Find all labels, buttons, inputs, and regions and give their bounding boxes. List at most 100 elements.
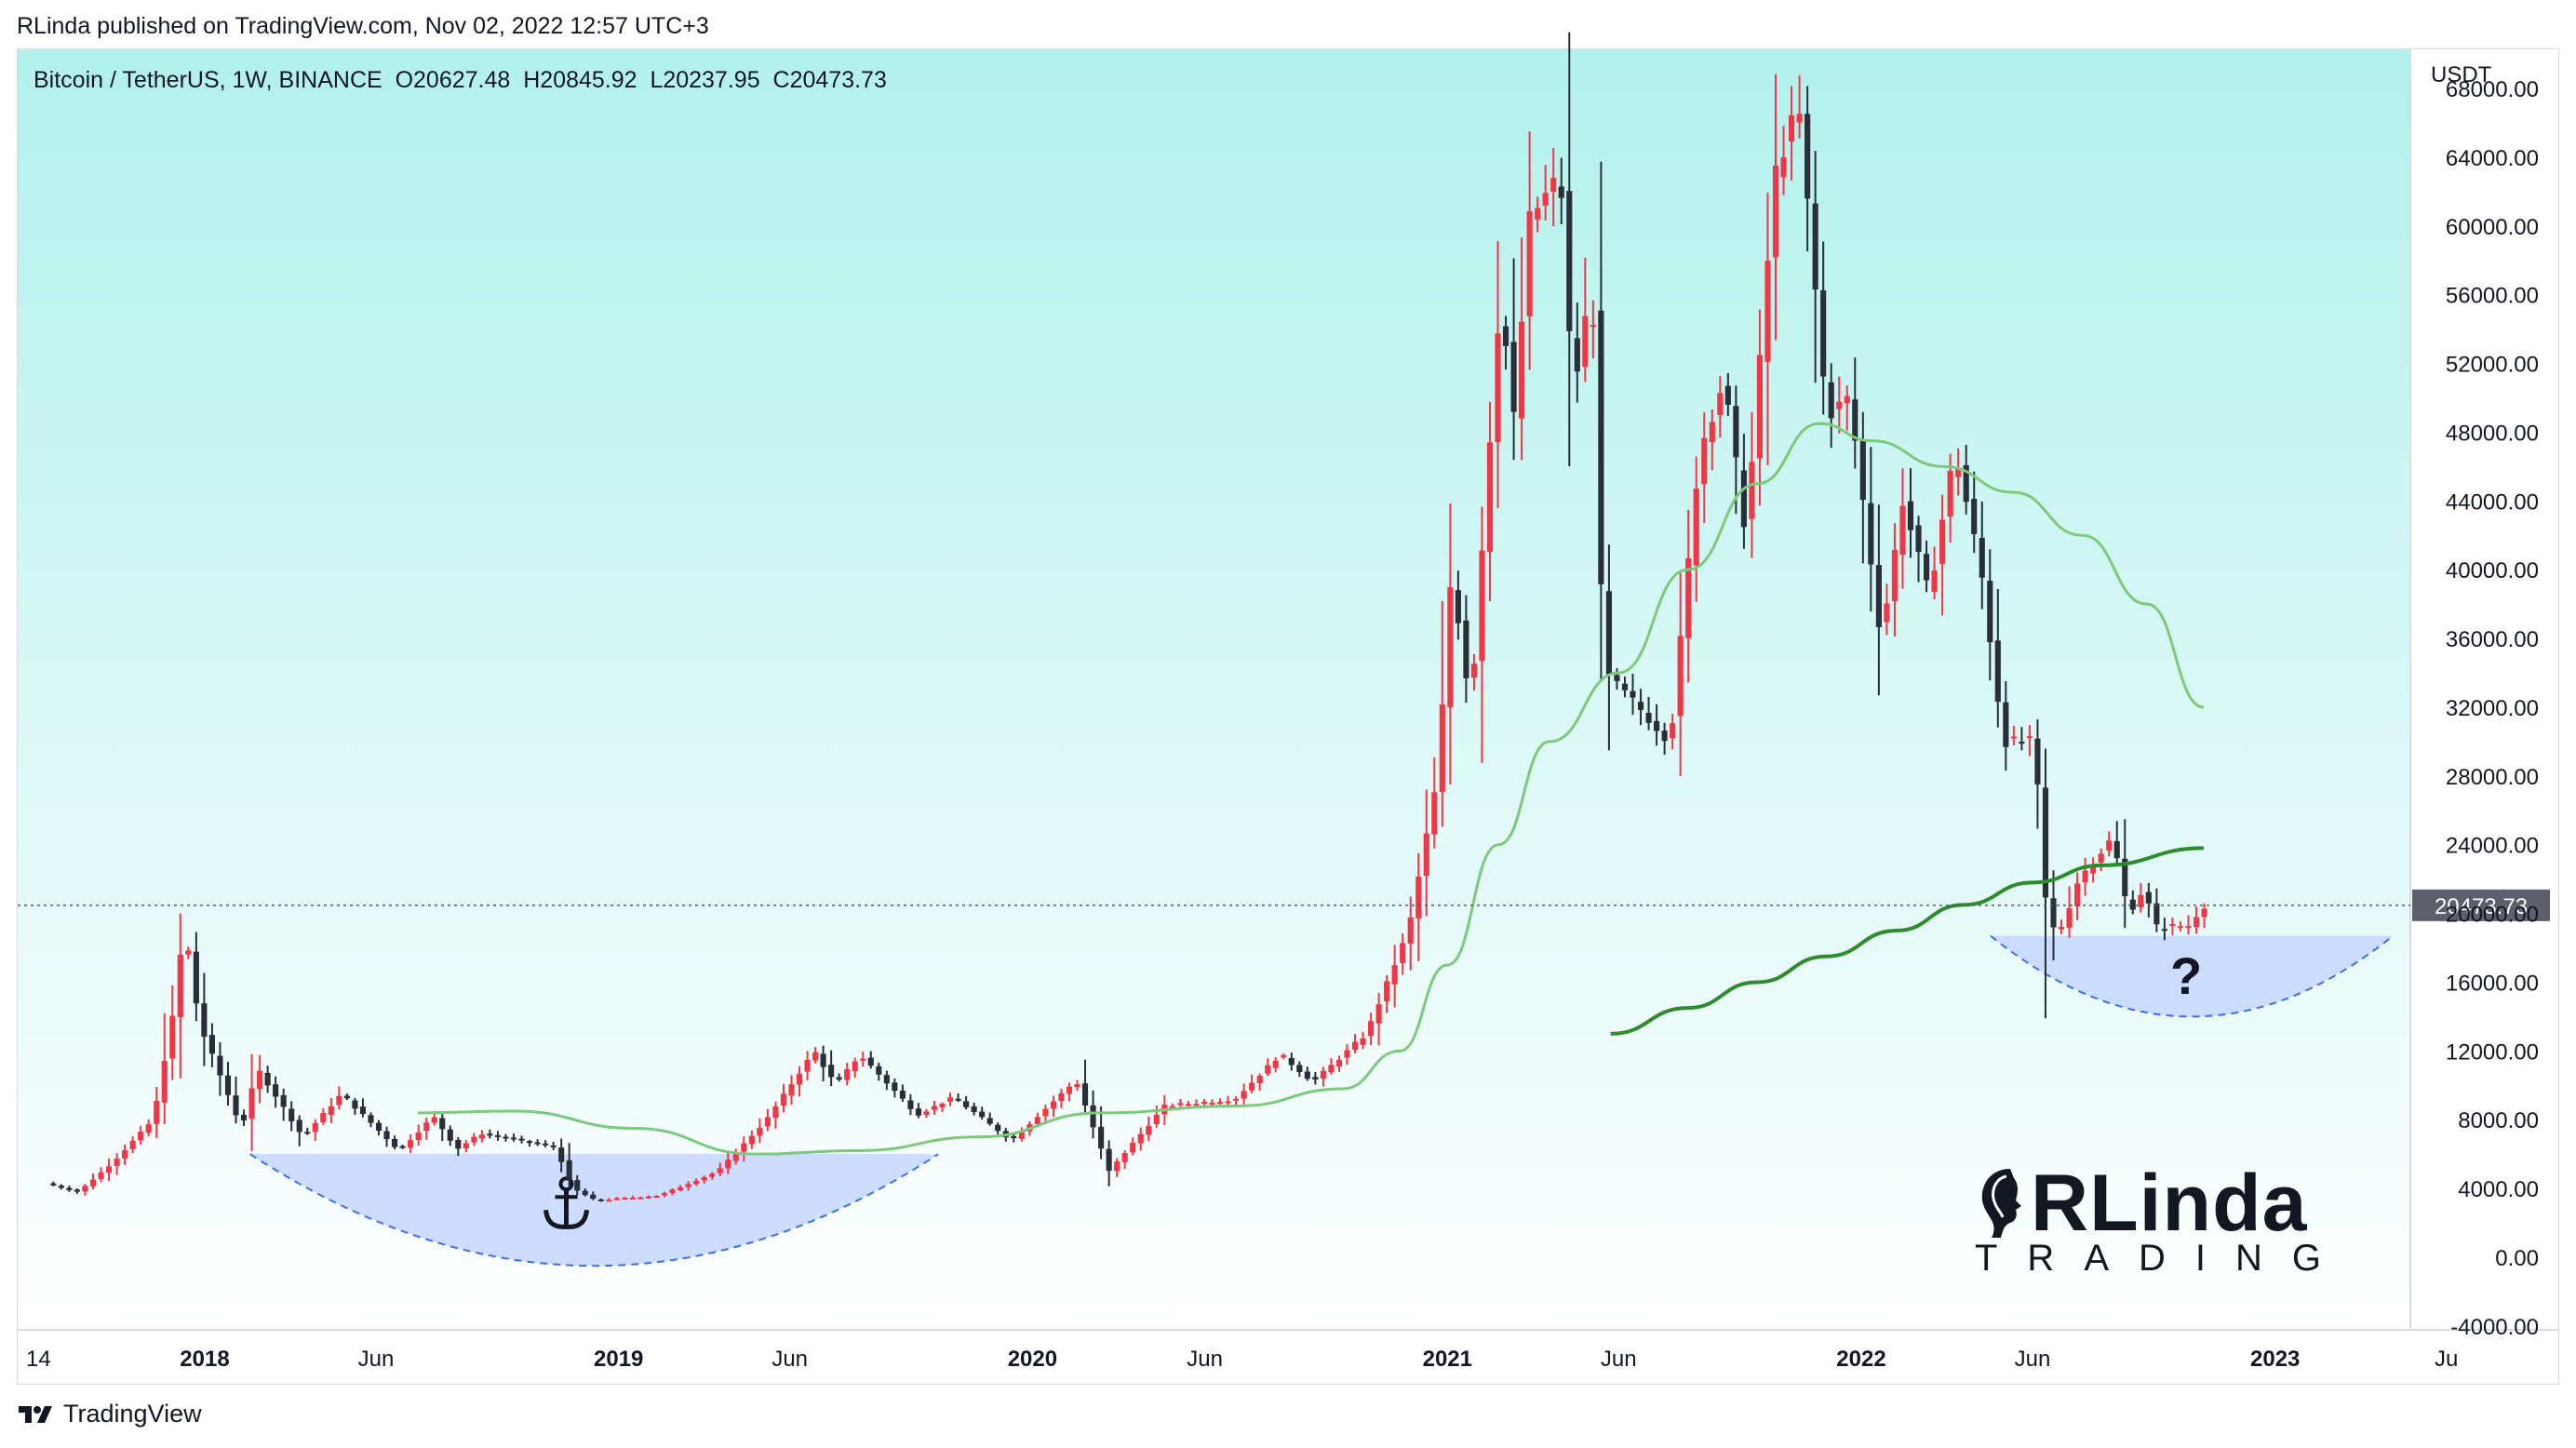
candle-layer — [50, 32, 2207, 1202]
candle — [876, 1062, 882, 1081]
candle — [2082, 857, 2088, 896]
candle — [788, 1075, 795, 1106]
price-tick-label: 32000.00 — [2446, 696, 2539, 721]
footer[interactable]: TradingView — [17, 1400, 202, 1428]
candle — [2177, 920, 2184, 932]
candle — [89, 1173, 97, 1190]
candle — [1391, 945, 1398, 1008]
candle — [907, 1093, 914, 1116]
candle — [1463, 595, 1469, 704]
price-tick-label: 36000.00 — [2446, 627, 2539, 652]
candle — [1566, 32, 1573, 466]
candle — [653, 1195, 660, 1199]
candle — [2010, 725, 2017, 745]
candle — [74, 1188, 81, 1194]
candle — [463, 1139, 469, 1153]
candle — [1859, 411, 1866, 564]
time-axis[interactable]: 14 2018 Jun 2019 Jun 2020 Jun 2021 Jun 2022 Jun 202… — [26, 1347, 2458, 1372]
candle — [709, 1172, 716, 1180]
candle — [2138, 882, 2144, 913]
legend-open: O20627.48 — [395, 67, 511, 93]
candle — [1789, 86, 1795, 181]
candle — [2161, 918, 2167, 941]
candle — [939, 1102, 946, 1112]
candle — [1805, 86, 1811, 252]
candle — [375, 1120, 382, 1136]
candle — [1439, 600, 1445, 827]
face-profile-icon — [1981, 1169, 2021, 1238]
candle — [1590, 300, 1596, 359]
candle — [510, 1133, 517, 1142]
candle — [273, 1076, 279, 1108]
rounded-base-outline-1 — [249, 1153, 939, 1267]
candle — [455, 1136, 462, 1157]
price-tick-label: 68000.00 — [2446, 77, 2539, 102]
candle — [320, 1107, 327, 1126]
legend-high: H20845.92 — [523, 67, 637, 93]
candle — [185, 946, 192, 959]
candle — [1384, 975, 1390, 1013]
price-tick-label: 24000.00 — [2446, 834, 2539, 859]
candle — [931, 1100, 938, 1115]
candle — [1875, 504, 1882, 696]
candle — [82, 1184, 88, 1196]
candle — [1621, 676, 1629, 698]
candle — [1090, 1090, 1096, 1139]
candle — [1130, 1137, 1136, 1156]
candle — [1121, 1150, 1128, 1170]
time-tick-label: Jun — [1187, 1347, 1223, 1372]
candle — [296, 1115, 302, 1146]
last-price-label: 20473.73 — [2435, 894, 2528, 919]
candle — [892, 1078, 898, 1098]
candle — [1971, 471, 1978, 554]
candle — [836, 1073, 842, 1082]
candle — [439, 1114, 446, 1142]
candle — [629, 1195, 636, 1200]
tradingview-brand[interactable]: TradingView — [63, 1400, 202, 1428]
candle — [288, 1101, 295, 1132]
candle — [637, 1196, 644, 1200]
candle — [574, 1174, 581, 1196]
rounded-base-fill-1 — [249, 1154, 939, 1267]
candle — [1979, 501, 1985, 610]
candle — [1717, 376, 1724, 438]
candle — [2129, 890, 2136, 915]
candle — [518, 1135, 525, 1144]
candle — [1670, 714, 1676, 750]
candle — [701, 1175, 707, 1184]
price-tick-label: 28000.00 — [2446, 765, 2539, 790]
watermark-sub: TRADING — [1975, 1238, 2351, 1279]
candle — [867, 1051, 874, 1069]
price-tick-label: 44000.00 — [2446, 489, 2539, 515]
time-tick-label: 2022 — [1836, 1347, 1885, 1372]
candle — [1526, 131, 1533, 370]
candle — [1709, 409, 1715, 471]
time-tick-label: Jun — [2015, 1347, 2051, 1372]
candle — [2003, 680, 2009, 771]
candle — [741, 1135, 747, 1162]
candle — [240, 1109, 248, 1127]
candle — [1764, 193, 1771, 465]
candle — [1693, 456, 1699, 602]
candle — [2193, 906, 2200, 934]
candle — [693, 1178, 700, 1187]
candle — [2122, 819, 2128, 929]
candle — [1836, 376, 1843, 434]
candle — [883, 1070, 890, 1091]
candle — [597, 1198, 604, 1202]
candle — [58, 1184, 64, 1190]
candle — [550, 1141, 557, 1150]
candle — [352, 1097, 358, 1115]
candle — [471, 1133, 477, 1146]
candle — [1296, 1061, 1303, 1078]
candle — [1519, 237, 1525, 461]
candle — [503, 1133, 509, 1142]
price-tick-label: 4000.00 — [2458, 1177, 2539, 1202]
candle — [138, 1125, 144, 1146]
candle — [2169, 918, 2176, 935]
time-tick-label: 2020 — [1008, 1347, 1057, 1372]
candle — [1216, 1098, 1224, 1106]
plot-background — [18, 49, 2410, 1330]
